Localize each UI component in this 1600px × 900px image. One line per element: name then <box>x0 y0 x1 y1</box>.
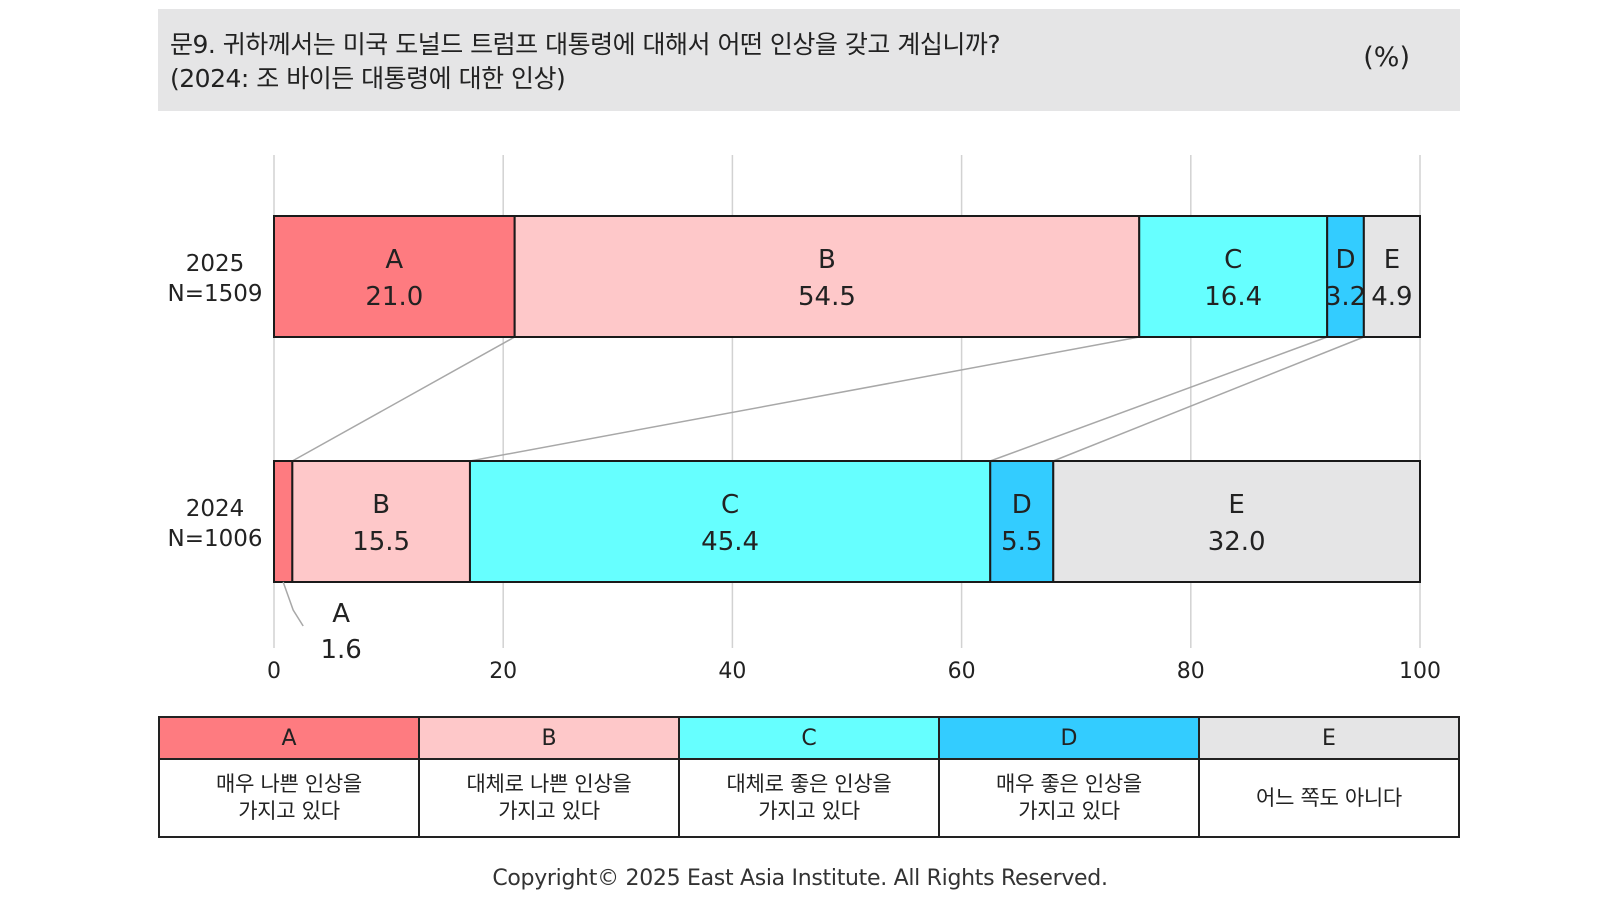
bar-category-label-2024-e: E <box>1228 490 1244 520</box>
question-title: 문9. 귀하께서는 미국 도널드 트럼프 대통령에 대해서 어떤 인상을 갖고 … <box>170 30 1001 59</box>
data-label-2024-b: 15.5 <box>352 527 410 557</box>
legend-key-a: A <box>160 718 418 760</box>
copyright-footer: Copyright© 2025 East Asia Institute. All… <box>492 866 1108 891</box>
data-label-2024-e: 32.0 <box>1208 527 1266 557</box>
bar-2024-d <box>989 460 1055 583</box>
row-label-year-2024: 2024 <box>186 496 245 522</box>
connector-line-4 <box>1053 336 1365 462</box>
legend-column-a: A 매우 나쁜 인상을 가지고 있다 <box>160 718 420 836</box>
bar-2024-a <box>273 460 294 583</box>
legend-table: A 매우 나쁜 인상을 가지고 있다 B 대체로 나쁜 인상을 가지고 있다 C… <box>158 716 1460 838</box>
bar-2025-a <box>273 215 516 338</box>
bar-category-label-2024-c: C <box>721 490 739 520</box>
bar-2024-c <box>468 460 992 583</box>
data-label-2025-c: 16.4 <box>1204 282 1262 312</box>
data-label-2024-c: 45.4 <box>701 527 759 557</box>
data-label-2025-e: 4.9 <box>1371 282 1412 312</box>
connector-line-3 <box>989 336 1328 462</box>
bar-category-label-2024-d: D <box>1012 490 1032 520</box>
data-label-2024-a: 1.6 <box>320 635 361 665</box>
x-tick-label-0: 0 <box>267 659 281 684</box>
data-label-2025-b: 54.5 <box>798 282 856 312</box>
row-label-n-2025: N=1509 <box>167 281 262 307</box>
legend-column-b: B 대체로 나쁜 인상을 가지고 있다 <box>420 718 680 836</box>
data-label-2024-d: 5.5 <box>1001 527 1042 557</box>
question-header: 문9. 귀하께서는 미국 도널드 트럼프 대통령에 대해서 어떤 인상을 갖고 … <box>158 9 1460 111</box>
x-tick-label-80: 80 <box>1177 659 1205 684</box>
bar-2025-d <box>1326 215 1365 338</box>
legend-column-d: D 매우 좋은 인상을 가지고 있다 <box>940 718 1200 836</box>
callout-line-2024-a <box>282 581 304 627</box>
bar-category-label-2024-a: A <box>332 599 350 629</box>
bar-2024-b <box>291 460 471 583</box>
bar-2025-b <box>513 215 1141 338</box>
x-tick-label-20: 20 <box>489 659 517 684</box>
x-tick-label-60: 60 <box>948 659 976 684</box>
legend-key-c: C <box>680 718 938 760</box>
connector-line-1 <box>291 336 516 462</box>
legend-desc-a: 매우 나쁜 인상을 가지고 있다 <box>216 772 362 823</box>
data-label-2025-a: 21.0 <box>365 282 423 312</box>
question-subtitle: (2024: 조 바이든 대통령에 대한 인상) <box>170 64 566 93</box>
unit-label: (%) <box>1363 42 1410 73</box>
x-tick-label-40: 40 <box>718 659 746 684</box>
bar-category-label-2025-e: E <box>1384 245 1400 275</box>
legend-key-b: B <box>420 718 678 760</box>
bar-2025-e <box>1362 215 1421 338</box>
data-label-2025-d: 3.2 <box>1325 282 1366 312</box>
connector-line-2 <box>469 336 1140 462</box>
bar-category-label-2025-b: B <box>818 245 836 275</box>
legend-desc-d: 매우 좋은 인상을 가지고 있다 <box>996 772 1142 823</box>
bar-category-label-2025-a: A <box>385 245 403 275</box>
legend-desc-e: 어느 쪽도 아니다 <box>1256 785 1402 810</box>
row-label-year-2025: 2025 <box>186 251 245 277</box>
bar-2025-c <box>1138 215 1329 338</box>
legend-column-e: E 어느 쪽도 아니다 <box>1200 718 1458 836</box>
bar-category-label-2025-d: D <box>1335 245 1355 275</box>
stacked-bar-chart: 0 20 40 60 80 100 A 21.0 B 54.5 C 16.4 D 3.2 E 4.9 2025 N… <box>167 155 1441 684</box>
row-label-n-2024: N=1006 <box>167 526 262 552</box>
x-tick-label-100: 100 <box>1399 659 1441 684</box>
bar-2024-e <box>1052 460 1422 583</box>
legend-key-e: E <box>1200 718 1458 760</box>
legend-column-c: C 대체로 좋은 인상을 가지고 있다 <box>680 718 940 836</box>
legend-key-d: D <box>940 718 1198 760</box>
legend-desc-b: 대체로 나쁜 인상을 가지고 있다 <box>466 772 632 823</box>
bar-category-label-2025-c: C <box>1224 245 1242 275</box>
legend-desc-c: 대체로 좋은 인상을 가지고 있다 <box>726 772 892 823</box>
bar-category-label-2024-b: B <box>372 490 390 520</box>
